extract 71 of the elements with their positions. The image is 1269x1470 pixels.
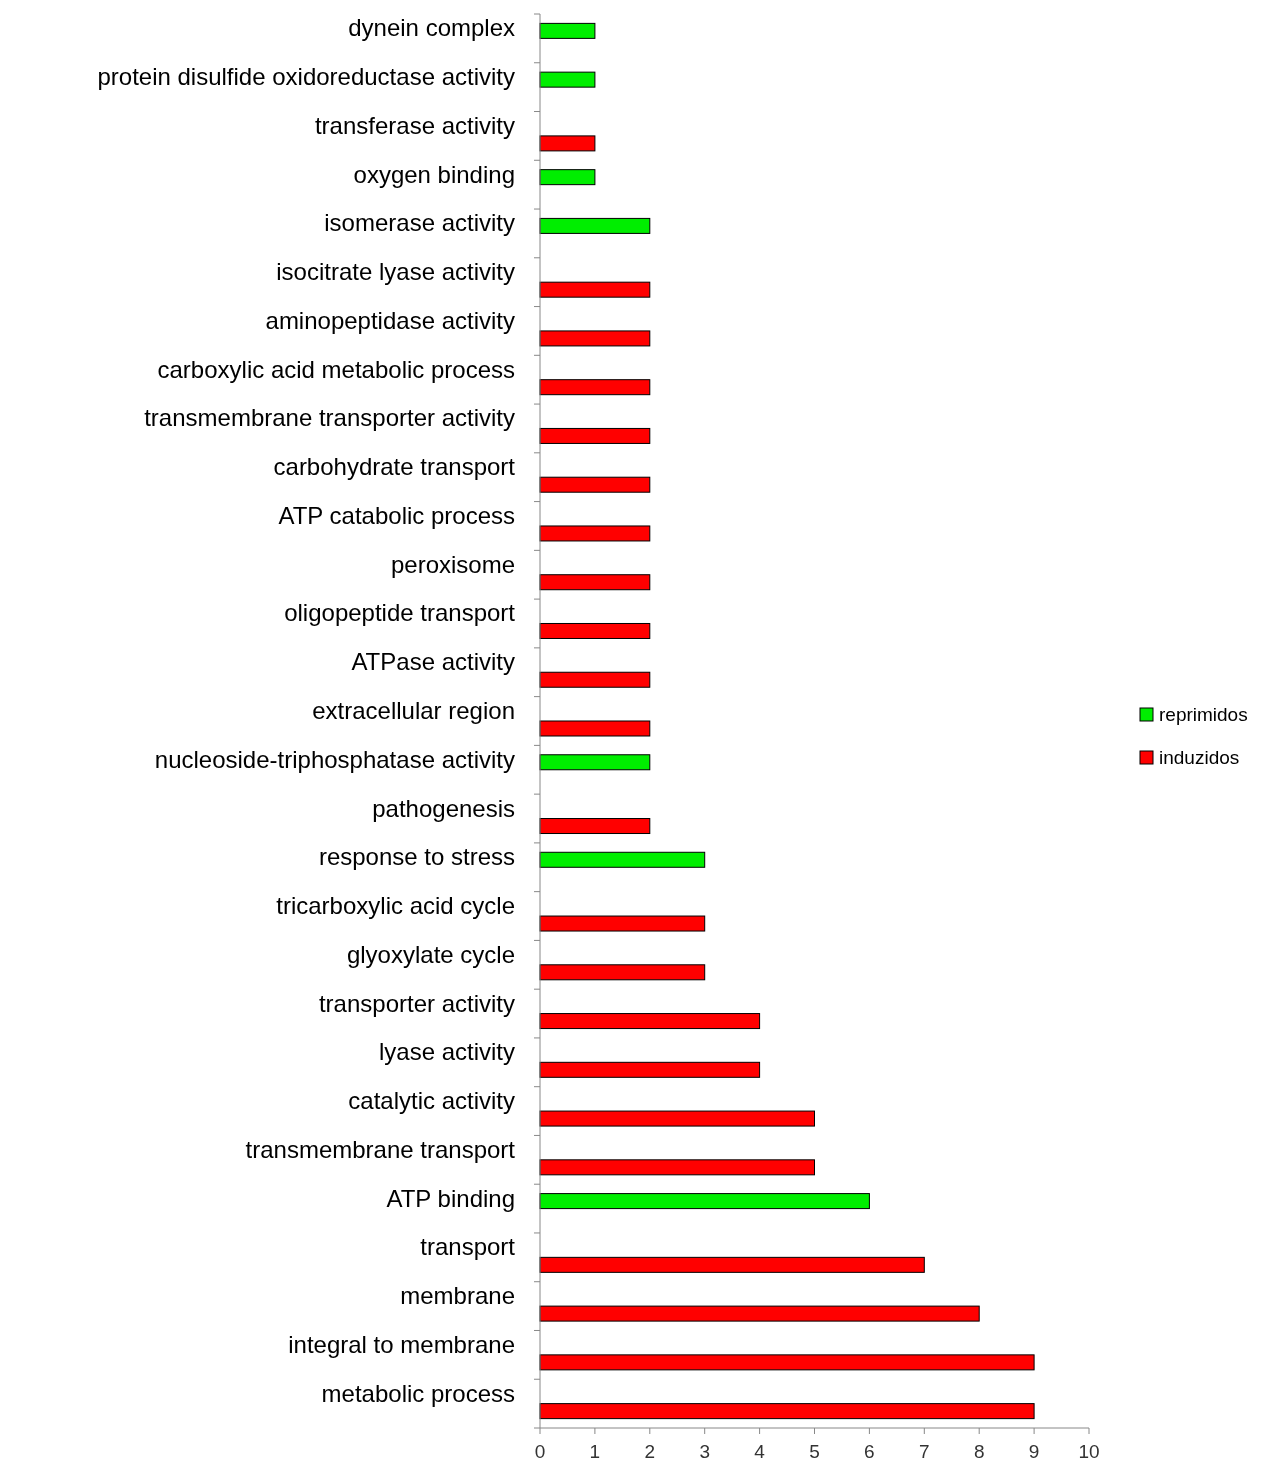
y-tick-label: ATPase activity: [351, 648, 515, 676]
y-tick-label: pathogenesis: [372, 794, 515, 822]
bar: [539, 1305, 980, 1322]
bar: [539, 135, 596, 152]
bar: [539, 671, 651, 688]
bar: [539, 720, 651, 737]
y-tick-label: metabolic process: [321, 1379, 515, 1407]
y-tick-label: ATP catabolic process: [278, 501, 515, 529]
y-tick-label: response to stress: [318, 843, 515, 871]
y-tick-label: isocitrate lyase activity: [276, 258, 515, 286]
bar: [539, 330, 651, 347]
x-tick-label: 10: [1078, 1441, 1100, 1462]
y-tick-label: carbohydrate transport: [273, 453, 516, 481]
y-tick-label: protein disulfide oxidoreductase activity: [97, 63, 515, 91]
bar: [539, 1193, 870, 1210]
bar: [539, 281, 651, 298]
y-tick-label: oxygen binding: [353, 160, 515, 188]
x-tick-label: 9: [1028, 1441, 1040, 1462]
y-tick-label: transmembrane transporter activity: [144, 404, 515, 432]
y-tick-label: tricarboxylic acid cycle: [276, 892, 515, 920]
bar: [539, 217, 651, 234]
x-tick-label: 5: [809, 1441, 820, 1462]
bar: [539, 574, 651, 591]
bar: [539, 1110, 815, 1127]
y-tick-label: peroxisome: [390, 550, 515, 578]
y-tick-label: transport: [420, 1233, 516, 1261]
x-tick-label: 7: [919, 1441, 930, 1462]
bar: [539, 622, 651, 639]
legend-label: induzidos: [1159, 747, 1240, 768]
x-tick-label: 2: [644, 1441, 656, 1462]
y-tick-label: carboxylic acid metabolic process: [157, 355, 515, 383]
bar: [539, 1061, 761, 1078]
y-tick-label: integral to membrane: [288, 1330, 515, 1358]
x-tick-label: 8: [973, 1441, 985, 1462]
y-tick-label: lyase activity: [378, 1038, 515, 1066]
bar: [539, 1256, 925, 1273]
y-tick-label: oligopeptide transport: [284, 599, 516, 627]
bar: [539, 476, 651, 493]
bar: [539, 754, 651, 771]
x-tick-label: 1: [589, 1441, 601, 1462]
y-tick-label: catalytic activity: [348, 1087, 515, 1115]
y-tick-label: membrane: [400, 1282, 515, 1310]
bar: [539, 851, 706, 868]
legend-label: reprimidos: [1159, 704, 1248, 725]
bar: [539, 525, 651, 542]
bar: [539, 964, 706, 981]
y-tick-label: aminopeptidase activity: [265, 306, 515, 334]
x-tick-label: 3: [699, 1441, 710, 1462]
y-tick-label: glyoxylate cycle: [346, 940, 515, 968]
y-tick-label: nucleoside-triphosphatase activity: [154, 745, 515, 773]
bar: [539, 427, 651, 444]
y-tick-label: transferase activity: [314, 111, 515, 139]
y-tick-label: extracellular region: [312, 697, 515, 724]
bar: [539, 22, 596, 39]
bar: [539, 818, 651, 835]
y-tick-label: isomerase activity: [324, 209, 515, 237]
x-tick-label: 0: [534, 1441, 546, 1462]
bar: [539, 379, 651, 396]
x-tick-label: 4: [754, 1441, 766, 1462]
y-tick-label: transporter activity: [318, 989, 515, 1017]
bar: [539, 1354, 1035, 1371]
y-tick-label: dynein complex: [348, 14, 515, 42]
bar: [539, 169, 596, 186]
y-tick-label: ATP binding: [386, 1184, 515, 1212]
bar: [539, 71, 596, 88]
y-tick-label: transmembrane transport: [245, 1135, 516, 1163]
bar: [539, 1013, 761, 1030]
bar: [539, 1403, 1035, 1420]
bar: [539, 915, 706, 932]
x-tick-label: 6: [864, 1441, 875, 1462]
bar: [539, 1159, 815, 1176]
